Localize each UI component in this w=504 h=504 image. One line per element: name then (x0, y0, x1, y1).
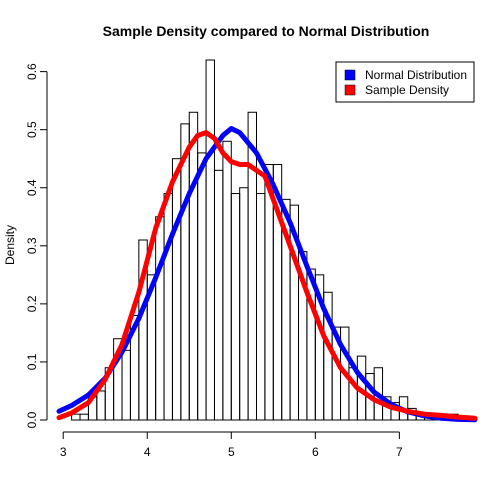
y-tick-label: 0.6 (25, 63, 39, 80)
series-line-sample-density (56, 130, 478, 421)
y-tick-label: 0.5 (25, 121, 39, 138)
series-line-normal-distribution (56, 126, 478, 423)
histogram-bar (197, 152, 207, 421)
legend-swatch (344, 84, 356, 96)
y-tick-label: 0.4 (25, 179, 39, 196)
y-axis-label: Density (3, 225, 17, 265)
y-tick-label: 0.3 (25, 237, 39, 254)
x-tick-label: 4 (144, 445, 151, 459)
histogram-bar (121, 349, 131, 421)
x-tick-label: 5 (228, 445, 235, 459)
y-tick-label: 0.0 (25, 411, 39, 428)
histogram-bar (230, 193, 241, 421)
histogram-bar (213, 169, 224, 421)
chart-title: Sample Density compared to Normal Distri… (103, 23, 430, 39)
histogram-bar (155, 216, 165, 421)
histogram-bar (247, 111, 257, 421)
histogram-bar (96, 390, 106, 421)
histogram-bar (205, 59, 215, 421)
histogram-bar (180, 123, 190, 421)
legend-label: Normal Distribution (365, 68, 467, 82)
histogram-bar (163, 193, 173, 421)
histogram-bar (222, 140, 232, 421)
histogram-bar (188, 111, 199, 421)
legend-label: Sample Density (365, 83, 449, 97)
histogram-bar (255, 193, 266, 421)
legend-box (335, 61, 475, 103)
plot-area: 3 4 5 6 7 0.0 0.1 0.2 0.3 0.4 0.5 0.6 (25, 59, 478, 459)
y-tick-label: 0.2 (25, 295, 39, 312)
x-tick-label: 7 (396, 445, 403, 459)
legend-swatch (344, 69, 356, 81)
histogram-bar (79, 413, 89, 421)
x-tick-label: 3 (60, 445, 67, 459)
histogram-bar (171, 158, 182, 421)
x-tick-label: 6 (312, 445, 319, 459)
y-tick-label: 0.1 (25, 353, 39, 370)
histogram-bar (239, 187, 249, 421)
